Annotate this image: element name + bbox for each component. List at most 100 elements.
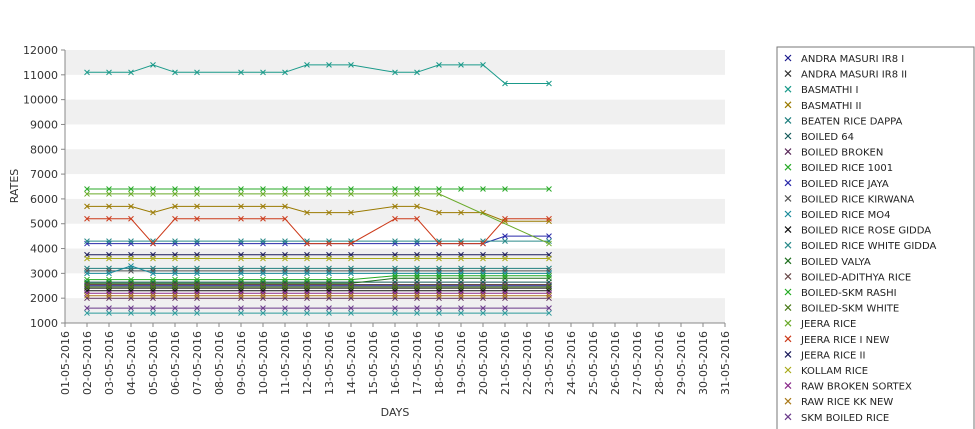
data-point [150, 290, 156, 297]
data-point [84, 215, 90, 222]
legend-marker [784, 288, 792, 296]
legend-label: JEERA RICE [800, 319, 856, 330]
data-point [480, 281, 486, 288]
data-point [414, 292, 420, 299]
data-point [84, 203, 90, 210]
legend-marker [784, 413, 792, 421]
data-point [414, 290, 420, 297]
data-point [546, 80, 552, 87]
data-point [238, 265, 244, 272]
data-point [458, 240, 464, 247]
legend-label: BEATEN RICE DAPPA [801, 116, 902, 127]
data-point [458, 292, 464, 299]
data-point [84, 276, 90, 283]
data-point [546, 218, 552, 225]
data-point [106, 69, 112, 76]
data-point [172, 265, 178, 272]
data-point [392, 203, 398, 210]
data-point [260, 69, 266, 76]
data-point [106, 240, 112, 247]
data-point [326, 240, 332, 247]
data-point [392, 284, 398, 290]
data-point [480, 290, 486, 297]
data-point [392, 238, 398, 244]
data-point [282, 270, 288, 277]
data-point [194, 186, 200, 192]
data-point [326, 238, 332, 244]
data-point [392, 186, 398, 192]
data-point [194, 265, 200, 272]
data-point [128, 215, 134, 222]
x-tick-label: 02-05-2016 [81, 331, 94, 395]
legend-label: BOILED RICE JAYA [801, 179, 889, 190]
legend-label: KOLLAM RICE [801, 366, 868, 377]
data-point [392, 310, 398, 316]
data-point [282, 284, 288, 290]
data-point [392, 295, 398, 302]
data-point [128, 295, 134, 302]
x-tick-label: 05-05-2016 [147, 331, 160, 395]
series-line [87, 193, 550, 245]
data-point [348, 186, 354, 192]
data-point [260, 292, 266, 299]
legend-marker [784, 366, 792, 374]
data-point [172, 281, 178, 288]
data-point [458, 62, 464, 68]
data-point [172, 186, 178, 192]
legend-label: BOILED RICE KIRWANA [801, 194, 914, 205]
data-point [436, 255, 442, 262]
data-point [480, 265, 486, 272]
data-point [260, 305, 266, 311]
data-point [502, 292, 508, 299]
x-tick-label: 21-05-2016 [499, 331, 512, 395]
data-point [84, 238, 90, 244]
legend-marker [784, 85, 792, 93]
data-point [260, 238, 266, 244]
data-point [84, 69, 90, 76]
data-point [238, 270, 244, 277]
data-point [194, 69, 200, 76]
data-point [238, 290, 244, 297]
legend-marker [784, 148, 792, 156]
data-point [194, 284, 200, 290]
data-point [282, 290, 288, 297]
data-point [392, 270, 398, 277]
data-point [502, 281, 508, 288]
data-point [502, 233, 508, 239]
data-point [84, 292, 90, 299]
y-tick-label: 2000 [30, 292, 58, 305]
data-point [546, 215, 552, 222]
data-point [282, 186, 288, 192]
data-point [106, 290, 112, 297]
data-point [106, 284, 112, 290]
data-point [238, 69, 244, 76]
data-point [238, 276, 244, 283]
legend-marker [784, 397, 792, 405]
legend-marker [784, 272, 792, 280]
data-point [238, 186, 244, 192]
x-tick-label: 26-05-2016 [609, 331, 622, 395]
data-point [348, 270, 354, 277]
data-point [106, 238, 112, 244]
data-point [304, 186, 310, 192]
data-point [128, 310, 134, 316]
data-point [414, 305, 420, 311]
data-point [414, 281, 420, 288]
data-point [480, 270, 486, 277]
data-point [172, 191, 178, 197]
data-point [326, 62, 332, 68]
data-point [84, 284, 90, 290]
data-point [128, 203, 134, 210]
data-point [128, 240, 134, 247]
data-point [414, 215, 420, 222]
data-point [348, 191, 354, 197]
legend-marker [784, 210, 792, 218]
data-point [546, 268, 552, 274]
data-point [282, 215, 288, 222]
data-point [436, 281, 442, 288]
x-tick-label: 06-05-2016 [169, 331, 182, 395]
data-point [326, 255, 332, 262]
data-point [194, 191, 200, 197]
data-point [128, 238, 134, 244]
legend-marker [784, 226, 792, 234]
